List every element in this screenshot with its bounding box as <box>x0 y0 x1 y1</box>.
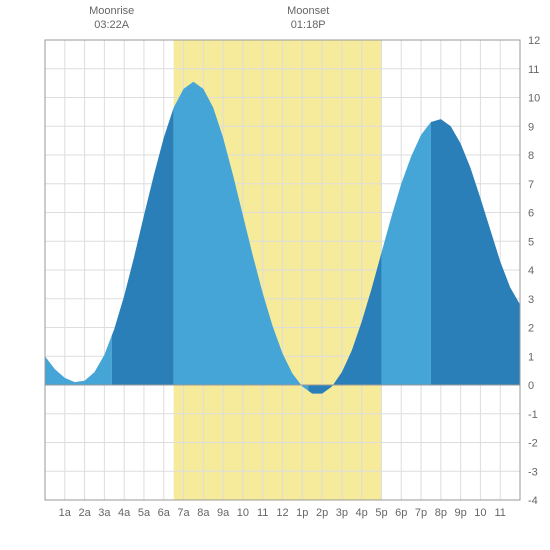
x-tick-label: 5p <box>375 507 387 519</box>
y-tick-label: 0 <box>528 380 534 392</box>
y-tick-label: 6 <box>528 208 534 220</box>
y-tick-label: 3 <box>528 294 534 306</box>
x-tick-label: 2p <box>316 507 328 519</box>
x-tick-label: 6p <box>395 507 407 519</box>
y-tick-label: 2 <box>528 323 534 335</box>
x-tick-label: 10 <box>237 507 249 519</box>
y-tick-label: 4 <box>528 265 534 277</box>
x-tick-label: 11 <box>494 507 505 519</box>
y-tick-label: 8 <box>528 150 534 162</box>
x-tick-label: 4p <box>356 507 368 519</box>
y-tick-label: -1 <box>528 409 538 421</box>
x-tick-label: 1a <box>59 507 72 519</box>
y-tick-label: 5 <box>528 236 534 248</box>
y-tick-label: 1 <box>528 351 534 363</box>
x-tick-label: 4a <box>118 507 131 519</box>
chart-svg: 1a2a3a4a5a6a7a8a9a1011121p2p3p4p5p6p7p8p… <box>0 0 550 550</box>
x-tick-label: 11 <box>257 507 268 519</box>
y-tick-label: 9 <box>528 121 534 133</box>
x-tick-label: 1p <box>296 507 308 519</box>
x-tick-label: 6a <box>158 507 171 519</box>
moonset-title: Moonset <box>287 5 329 17</box>
x-axis-labels: 1a 2a 3a 4a 5a 6a 7a 8a 9a 10 11 12 1p 2p 3p 4p 5p 6p 7p 8p… <box>59 507 506 519</box>
x-tick-label: 3p <box>336 507 348 519</box>
moonset-time: 01:18P <box>291 19 326 31</box>
y-tick-label: 11 <box>528 64 539 76</box>
tide-chart: 1a2a3a4a5a6a7a8a9a1011121p2p3p4p5p6p7p8p… <box>0 0 550 550</box>
y-tick-label: 12 <box>528 35 540 47</box>
x-tick-label: 8a <box>197 507 210 519</box>
x-tick-label: 10 <box>474 507 486 519</box>
y-tick-label: -4 <box>528 495 538 507</box>
x-tick-label: 8p <box>435 507 447 519</box>
moonrise-time: 03:22A <box>94 19 130 31</box>
x-tick-label: 3a <box>98 507 111 519</box>
y-tick-label: -2 <box>528 438 538 450</box>
moonrise-title: Moonrise <box>89 5 134 17</box>
x-tick-label: 5a <box>138 507 151 519</box>
x-tick-label: 9p <box>455 507 467 519</box>
y-tick-label: 10 <box>528 93 540 105</box>
x-tick-label: 12 <box>276 507 288 519</box>
x-tick-label: 9a <box>217 507 230 519</box>
y-tick-label: 7 <box>528 179 534 191</box>
y-tick-label: -3 <box>528 466 538 478</box>
x-tick-label: 2a <box>78 507 91 519</box>
x-tick-label: 7a <box>177 507 190 519</box>
x-tick-label: 7p <box>415 507 427 519</box>
